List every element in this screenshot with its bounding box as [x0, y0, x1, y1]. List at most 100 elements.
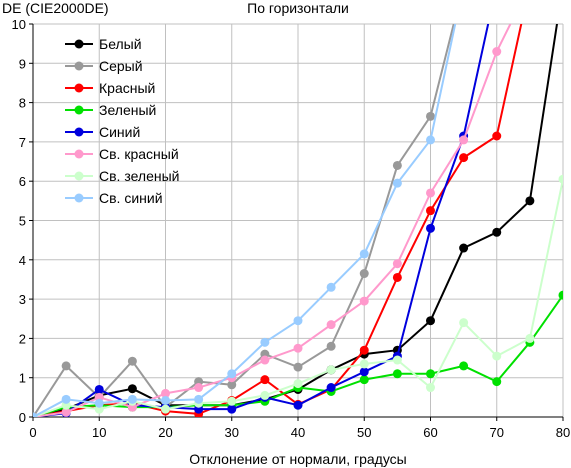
x-tick-label: 70: [490, 425, 504, 440]
legend-entry: Красный: [65, 80, 155, 96]
legend-swatch-marker: [74, 171, 84, 181]
legend-entry: Серый: [65, 58, 143, 74]
data-point: [359, 249, 369, 259]
data-point: [459, 153, 469, 163]
data-point: [359, 359, 369, 369]
legend-label: Св. красный: [99, 146, 179, 162]
legend-entry: Синий: [65, 124, 140, 140]
data-point: [426, 223, 435, 233]
data-point: [525, 333, 535, 343]
y-tick-label: 7: [19, 135, 26, 150]
legend-swatch-marker: [74, 83, 84, 93]
legend: Белый Серый Красный Зеленый Синий Св. красный…: [65, 36, 179, 206]
data-point: [359, 269, 369, 279]
data-point: [492, 47, 502, 57]
y-tick-label: 1: [19, 371, 26, 386]
data-point: [359, 296, 369, 306]
data-point: [426, 188, 435, 198]
y-tick-label: 10: [12, 17, 26, 32]
data-point: [194, 394, 204, 404]
data-point: [161, 388, 170, 398]
legend-entry: Св. зеленый: [65, 168, 179, 184]
data-point: [459, 318, 469, 328]
y-tick-label: 4: [19, 253, 26, 268]
x-axis-label: Отклонение от нормали, градусы: [189, 451, 406, 467]
legend-entry: Зеленый: [65, 102, 156, 118]
data-point: [426, 135, 435, 145]
data-point: [227, 369, 237, 379]
data-point: [426, 383, 435, 393]
data-point: [326, 320, 336, 330]
data-point: [492, 351, 502, 361]
data-point: [426, 111, 435, 121]
data-point: [161, 404, 170, 414]
data-point: [127, 356, 137, 366]
data-point: [459, 361, 469, 371]
data-point: [558, 174, 563, 184]
data-point: [426, 206, 435, 216]
legend-swatch-marker: [74, 149, 84, 159]
data-point: [426, 316, 435, 326]
data-point: [61, 407, 71, 417]
data-point: [492, 227, 502, 237]
data-point: [326, 365, 336, 375]
series-layer: [33, 24, 563, 417]
data-point: [392, 259, 402, 269]
x-tick-label: 0: [29, 425, 36, 440]
data-point: [293, 316, 303, 326]
legend-swatch-marker: [74, 61, 84, 71]
y-tick-label: 0: [19, 410, 26, 425]
y-tick-label: 9: [19, 56, 26, 71]
legend-label: Белый: [99, 36, 142, 52]
data-point: [525, 196, 535, 206]
data-point: [227, 404, 237, 414]
x-tick-label: 30: [225, 425, 239, 440]
legend-entry: Белый: [65, 36, 142, 52]
legend-swatch-marker: [74, 105, 84, 115]
data-point: [293, 379, 303, 389]
data-point: [392, 178, 402, 188]
legend-entry: Св. синий: [65, 190, 163, 206]
data-point: [127, 384, 137, 394]
legend-swatch-marker: [74, 193, 84, 203]
data-point: [392, 272, 402, 282]
data-point: [359, 345, 369, 355]
data-point: [492, 131, 502, 141]
data-point: [459, 243, 469, 253]
data-point: [227, 396, 237, 406]
legend-label: Св. зеленый: [99, 168, 179, 184]
y-axis-label: DE (CIE2000DE): [2, 0, 109, 16]
x-tick-label: 50: [357, 425, 371, 440]
series-8: [33, 24, 457, 417]
data-point: [61, 361, 71, 371]
data-point: [260, 355, 270, 365]
legend-swatch-marker: [74, 127, 84, 137]
data-point: [94, 398, 104, 408]
legend-swatch-marker: [74, 39, 84, 49]
data-point: [326, 383, 336, 393]
series-line: [33, 24, 457, 417]
legend-label: Зеленый: [99, 102, 156, 118]
chart-title: По горизонтали: [247, 0, 349, 16]
legend-label: Красный: [99, 80, 155, 96]
data-point: [293, 400, 303, 410]
data-point: [326, 341, 336, 351]
y-tick-label: 3: [19, 292, 26, 307]
data-point: [260, 337, 270, 347]
data-point: [359, 375, 369, 385]
data-point: [392, 160, 402, 170]
data-point: [227, 380, 237, 390]
data-point: [326, 282, 336, 292]
data-point: [61, 394, 71, 404]
y-tick-label: 2: [19, 331, 26, 346]
x-tick-label: 20: [158, 425, 172, 440]
legend-label: Синий: [99, 124, 140, 140]
data-point: [492, 377, 502, 387]
data-point: [426, 369, 435, 379]
data-point: [127, 394, 137, 404]
gridlines: [33, 23, 564, 417]
data-point: [558, 290, 563, 300]
data-point: [392, 369, 402, 379]
data-point: [459, 135, 469, 145]
